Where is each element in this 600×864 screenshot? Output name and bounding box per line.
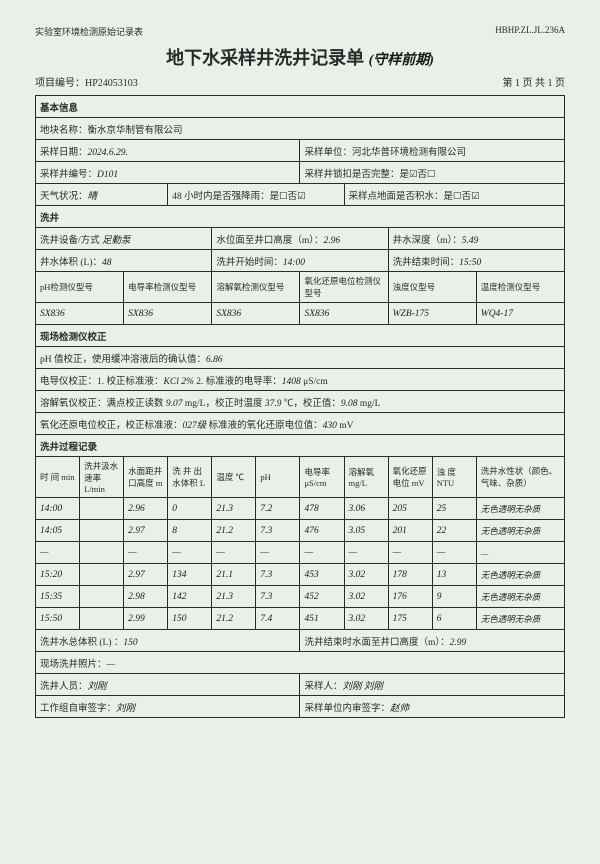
section-process: 洗井过程记录 [36,435,565,457]
main-table: 基本信息 地块名称：衡水京华制管有限公司 采样日期：2024.6.29. 采样单… [35,95,565,718]
table-row: 15:352.9814221.37.34523.021769无色透明无杂质 [36,586,565,608]
total-vol: 洗井水总体积 (L) ：150 [36,630,300,652]
sample-date: 采样日期：2024.6.29. [36,140,300,162]
process-header: 时 间 min 洗井汲水速率 L/min 水面距井口高度 m 洗 井 出水体积 … [36,457,565,498]
lock-status: 采样井锁扣是否完整：是☑否☐ [300,162,565,184]
sample-org: 采样单位：河北华普环境检测有限公司 [300,140,565,162]
well-depth: 井水深度（m）：5.49 [388,228,564,250]
water-level: 水位面至井口高度（m）：2.96 [212,228,388,250]
instrument-header: pH检测仪型号 电导率检测仪型号 溶解氧检测仪型号 氧化还原电位检测仪型号 浊度… [36,272,565,303]
wash-person: 洗井人员：刘刚 [36,674,300,696]
end-level: 洗井结束时水面至井口高度（m）：2.99 [300,630,565,652]
weather: 天气状况：晴 [36,184,168,206]
end-time: 洗井结束时间：15:50 [388,250,564,272]
self-audit: 工作组自审签字：刘刚 [36,696,300,718]
calib-ph: pH 值校正，使用缓冲溶液后的确认值：6.86 [36,347,565,369]
sampler: 采样人：刘刚 刘刚 [300,674,565,696]
rain-48h: 48 小时内是否强降雨：是☐否☑ [168,184,344,206]
form-name: 实验室环境检测原始记录表 [35,25,143,38]
well-vol: 井水体积 (L)：48 [36,250,212,272]
instrument-values: SX836 SX836 SX836 SX836 WZB-175 WQ4-17 [36,303,565,325]
page-title: 地下水采样井洗井记录单 (守样前期) [35,44,565,70]
calib-cond: 电导仪校正：1. 校正标准液：KCl 2% 2. 标准液的电导率：1408 μS… [36,369,565,391]
block-name: 地块名称：衡水京华制管有限公司 [36,118,565,140]
section-basic: 基本信息 [36,96,565,118]
form-code: HBHP.ZL.JL.236A [495,25,565,38]
start-time: 洗井开始时间：14:00 [212,250,388,272]
calib-orp: 氧化还原电位校正，校正标准液：027级 标准液的氧化还原电位值：430 mV [36,413,565,435]
table-row: 15:502.9915021.27.44513.021756无色透明无杂质 [36,608,565,630]
photos: 现场洗井照片：— [36,652,565,674]
table-row: 15:202.9713421.17.34533.0217813无色透明无杂质 [36,564,565,586]
well-no: 采样井编号：D101 [36,162,300,184]
section-calib: 现场检测仪校正 [36,325,565,347]
table-row: 14:002.96021.37.24783.0620525无色透明无杂质 [36,498,565,520]
equip: 洗井设备/方式 足勤泵 [36,228,212,250]
meta-row: 项目编号：HP24053103 第 1 页 共 1 页 [35,74,565,89]
water-surface: 采样点地面是否积水：是☐否☑ [344,184,564,206]
table-row: —————————— [36,542,565,564]
org-audit: 采样单位内审签字：赵帅 [300,696,565,718]
section-wash: 洗井 [36,206,565,228]
calib-do: 溶解氧仪校正：满点校正读数 9.07 mg/L，校正时温度 37.9 ℃，校正值… [36,391,565,413]
table-row: 14:052.97821.27.34763.0520122无色透明无杂质 [36,520,565,542]
top-header: 实验室环境检测原始记录表 HBHP.ZL.JL.236A [35,25,565,38]
